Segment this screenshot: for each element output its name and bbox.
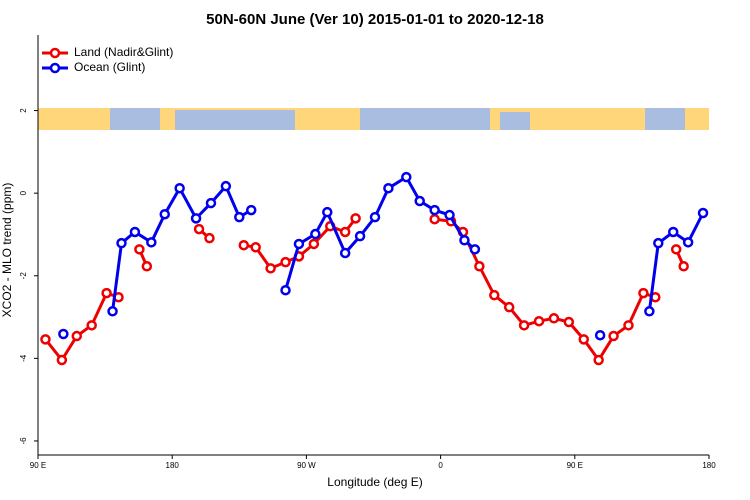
data-point <box>245 204 257 216</box>
y-axis-label: XCO2 - MLO trend (ppm) <box>0 183 14 318</box>
data-point <box>58 328 69 340</box>
data-point <box>697 207 709 219</box>
data-point <box>250 242 261 253</box>
data-point <box>238 239 250 251</box>
data-point <box>503 301 515 313</box>
data-point <box>234 211 245 223</box>
data-point <box>339 247 351 259</box>
series-line <box>111 183 252 312</box>
data-point <box>146 237 157 248</box>
data-point <box>563 316 575 328</box>
data-point <box>40 334 51 345</box>
y-tick-label: -6 <box>19 437 28 445</box>
legend-marker <box>49 47 61 59</box>
data-point <box>369 211 381 223</box>
x-axis-label: Longitude (deg E) <box>327 475 422 489</box>
data-point <box>174 182 185 194</box>
data-point <box>308 238 320 250</box>
data-point <box>293 238 305 250</box>
data-point <box>469 244 481 255</box>
data-point <box>220 180 232 192</box>
data-point <box>608 330 619 342</box>
data-point <box>310 228 321 240</box>
data-point <box>134 244 145 255</box>
y-tick-label: -2 <box>19 272 28 280</box>
legend-label: Ocean (Glint) <box>74 60 145 74</box>
x-tick-label: 180 <box>166 461 180 470</box>
data-point <box>593 354 604 366</box>
data-point <box>280 256 291 268</box>
data-point <box>86 320 97 331</box>
data-point <box>548 313 560 324</box>
y-tick-label: 2 <box>19 108 28 113</box>
data-point <box>489 289 500 301</box>
data-point <box>101 287 112 299</box>
data-point <box>518 320 530 331</box>
data-point <box>71 330 83 342</box>
data-point <box>638 287 649 299</box>
data-point <box>339 226 351 238</box>
series-line <box>44 291 120 363</box>
legend-label: Land (Nadir&Glint) <box>74 45 173 59</box>
data-point <box>578 334 589 345</box>
x-tick-label: 90 W <box>297 461 316 470</box>
data-point <box>653 237 664 249</box>
data-point <box>429 204 440 216</box>
data-point <box>141 261 153 272</box>
x-tick-label: 0 <box>438 461 443 470</box>
chart-title: 50N-60N June (Ver 10) 2015-01-01 to 2020… <box>206 11 544 28</box>
data-point <box>265 263 276 274</box>
data-point <box>56 354 68 366</box>
y-tick-label: -4 <box>19 354 28 362</box>
data-point <box>401 171 412 183</box>
data-point <box>623 320 634 331</box>
data-point <box>129 226 141 238</box>
data-point <box>678 261 689 272</box>
data-point <box>533 315 545 327</box>
data-point <box>159 208 170 220</box>
data-point <box>383 182 394 194</box>
legend-marker <box>49 62 61 74</box>
x-tick-label: 90 E <box>30 461 46 470</box>
map-band <box>38 108 709 130</box>
data-point <box>280 284 291 296</box>
data-point <box>205 197 217 209</box>
data-point <box>322 206 333 218</box>
data-point <box>444 209 455 221</box>
x-tick-label: 90 E <box>567 461 583 470</box>
data-point <box>644 306 655 317</box>
x-tick-label: 180 <box>702 461 716 470</box>
data-point <box>116 237 127 249</box>
data-point <box>682 237 694 248</box>
data-point <box>354 230 366 242</box>
data-point <box>204 232 215 244</box>
data-point <box>474 261 485 272</box>
data-point <box>193 223 205 235</box>
data-point <box>670 244 682 255</box>
data-point <box>594 329 606 341</box>
data-point <box>107 306 118 317</box>
data-point <box>350 213 361 224</box>
data-point <box>429 213 440 225</box>
data-point <box>667 226 679 238</box>
data-point <box>190 213 202 224</box>
data-point <box>459 235 470 246</box>
y-tick-label: 0 <box>19 190 28 195</box>
data-point <box>414 195 425 207</box>
